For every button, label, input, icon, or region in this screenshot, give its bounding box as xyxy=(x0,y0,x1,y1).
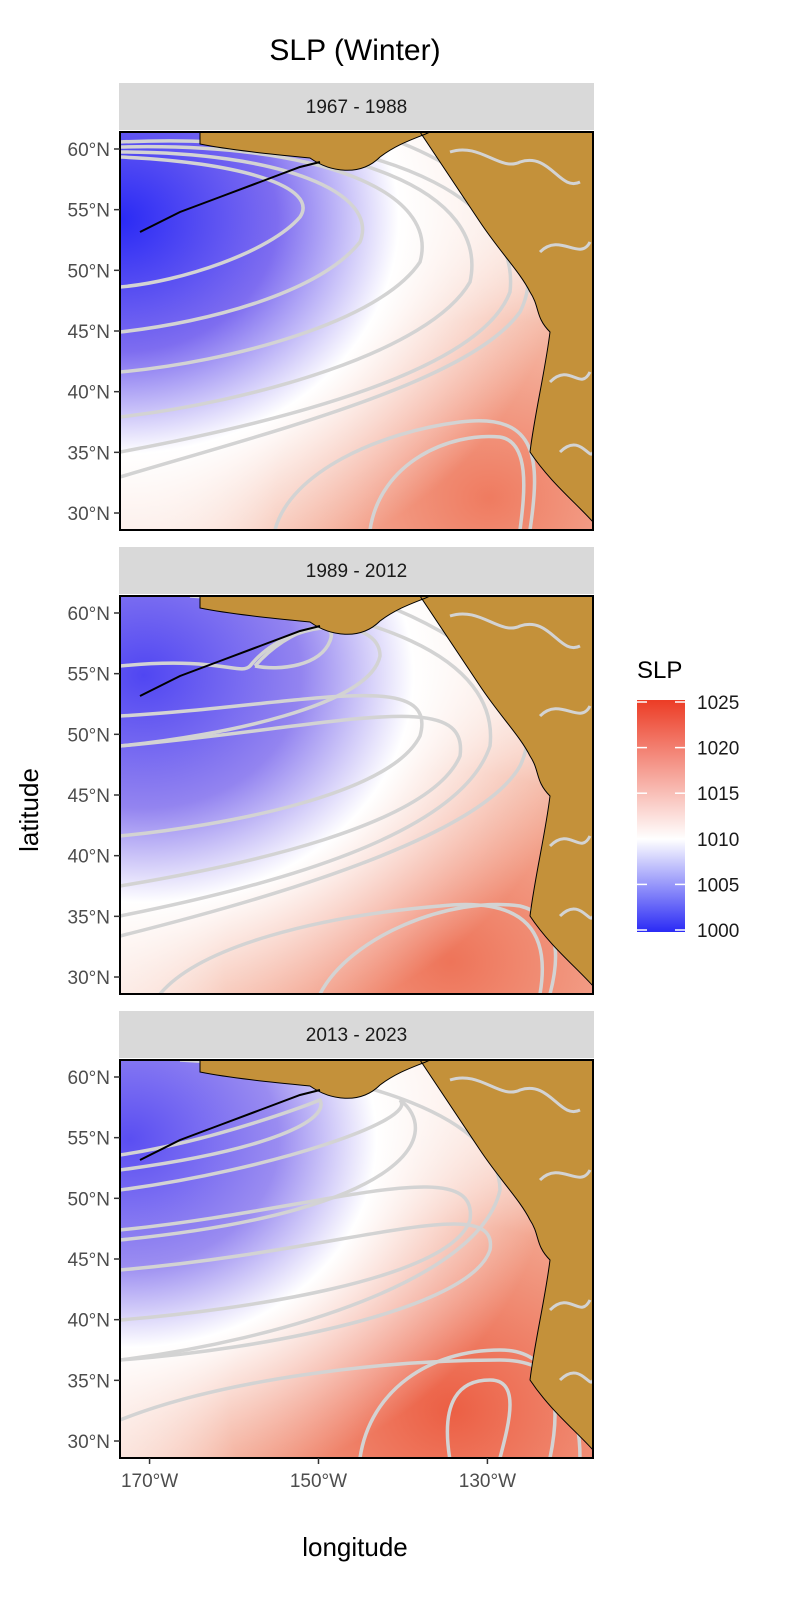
y-tick-label: 55°N xyxy=(68,665,110,686)
map-area xyxy=(120,1060,593,1458)
y-tick-label: 30°N xyxy=(68,968,110,989)
facet-strip xyxy=(119,83,594,130)
x-axis-title: longitude xyxy=(302,1532,408,1562)
x-tick-label: 170°W xyxy=(121,1471,178,1492)
legend-title: SLP xyxy=(637,657,682,684)
facet-strip-label: 1967 - 1988 xyxy=(306,97,407,118)
isobar-line xyxy=(120,1097,323,1172)
isobar-line xyxy=(120,1185,473,1322)
y-tick-label: 55°N xyxy=(68,201,110,222)
y-tick-label: 35°N xyxy=(68,907,110,928)
isobar-line xyxy=(318,902,558,994)
legend-tick-label: 1025 xyxy=(697,693,739,714)
isobar-line xyxy=(368,434,526,530)
isobar-line xyxy=(120,1222,493,1362)
y-tick-label: 60°N xyxy=(68,140,110,161)
isobar-line xyxy=(120,714,463,888)
isobar-line xyxy=(120,693,424,838)
map-panel: 2013 - 2023 60°N 55°N 50°N 45°N 40°N 35°N 30°N xyxy=(68,1011,594,1459)
coastline xyxy=(199,596,593,987)
isobar-line xyxy=(120,150,365,334)
map-panel: 1989 - 2012 60°N 55°N 50°N 45°N 40°N 35°N 30°N xyxy=(68,547,594,995)
y-tick-label: 45°N xyxy=(68,322,110,343)
isobar-line xyxy=(158,902,545,994)
land xyxy=(139,132,593,523)
facet-strip-label: 1989 - 2012 xyxy=(306,561,407,582)
map-panel: 1967 - 1988 60°N 55°N 50°N 45°N 40°N 35°N 30°N xyxy=(68,83,594,531)
y-tick-label: 40°N xyxy=(68,1311,110,1332)
map-area xyxy=(120,596,593,994)
facet-strip-label: 2013 - 2023 xyxy=(306,1025,407,1046)
land xyxy=(139,596,593,987)
y-tick-label: 40°N xyxy=(68,847,110,868)
isobar-line xyxy=(445,1378,512,1458)
isobar-line xyxy=(120,155,305,289)
legend-tick-label: 1000 xyxy=(697,921,739,942)
isobar-line xyxy=(273,419,537,530)
land-isobars xyxy=(449,612,593,920)
facet-strip xyxy=(119,1011,594,1058)
chart-title: SLP (Winter) xyxy=(269,34,440,67)
y-tick-label: 35°N xyxy=(68,443,110,464)
aleutian-peninsula xyxy=(139,625,321,697)
legend-tick-label: 1015 xyxy=(697,784,739,805)
y-tick-label: 60°N xyxy=(68,604,110,625)
x-tick-label: 130°W xyxy=(459,1471,516,1492)
aleutian-peninsula xyxy=(139,161,321,233)
coastline xyxy=(199,1060,593,1451)
isobar-line xyxy=(120,144,424,374)
y-tick-label: 60°N xyxy=(68,1068,110,1089)
map-area xyxy=(120,132,593,530)
land-isobars xyxy=(449,148,593,456)
facet-strip xyxy=(119,547,594,594)
y-tick-label: 45°N xyxy=(68,1250,110,1271)
y-tick-label: 50°N xyxy=(68,725,110,746)
legend-tick-label: 1010 xyxy=(697,830,739,851)
y-tick-label: 55°N xyxy=(68,1129,110,1150)
x-tick-label: 150°W xyxy=(290,1471,347,1492)
y-tick-label: 50°N xyxy=(68,1189,110,1210)
y-tick-label: 30°N xyxy=(68,1432,110,1453)
y-tick-label: 50°N xyxy=(68,261,110,282)
y-tick-label: 35°N xyxy=(68,1371,110,1392)
legend-colorbar xyxy=(637,700,685,932)
legend-tick-label: 1020 xyxy=(697,739,739,760)
legend: SLP 1025 1020 1015 1010 1005 1000 xyxy=(637,657,739,942)
y-tick-label: 30°N xyxy=(68,504,110,525)
y-tick-label: 40°N xyxy=(68,383,110,404)
y-axis-title: latitude xyxy=(14,768,44,852)
land-isobars xyxy=(449,1076,593,1384)
coastline xyxy=(199,132,593,523)
land xyxy=(139,1060,593,1451)
legend-tick-label: 1005 xyxy=(697,875,739,896)
aleutian-peninsula xyxy=(139,1089,321,1161)
y-tick-label: 45°N xyxy=(68,786,110,807)
legend-ticks: 1025 1020 1015 1010 1005 1000 xyxy=(637,693,739,942)
panels: 1967 - 198860°N55°N50°N45°N40°N35°N30°N1… xyxy=(68,83,594,1492)
